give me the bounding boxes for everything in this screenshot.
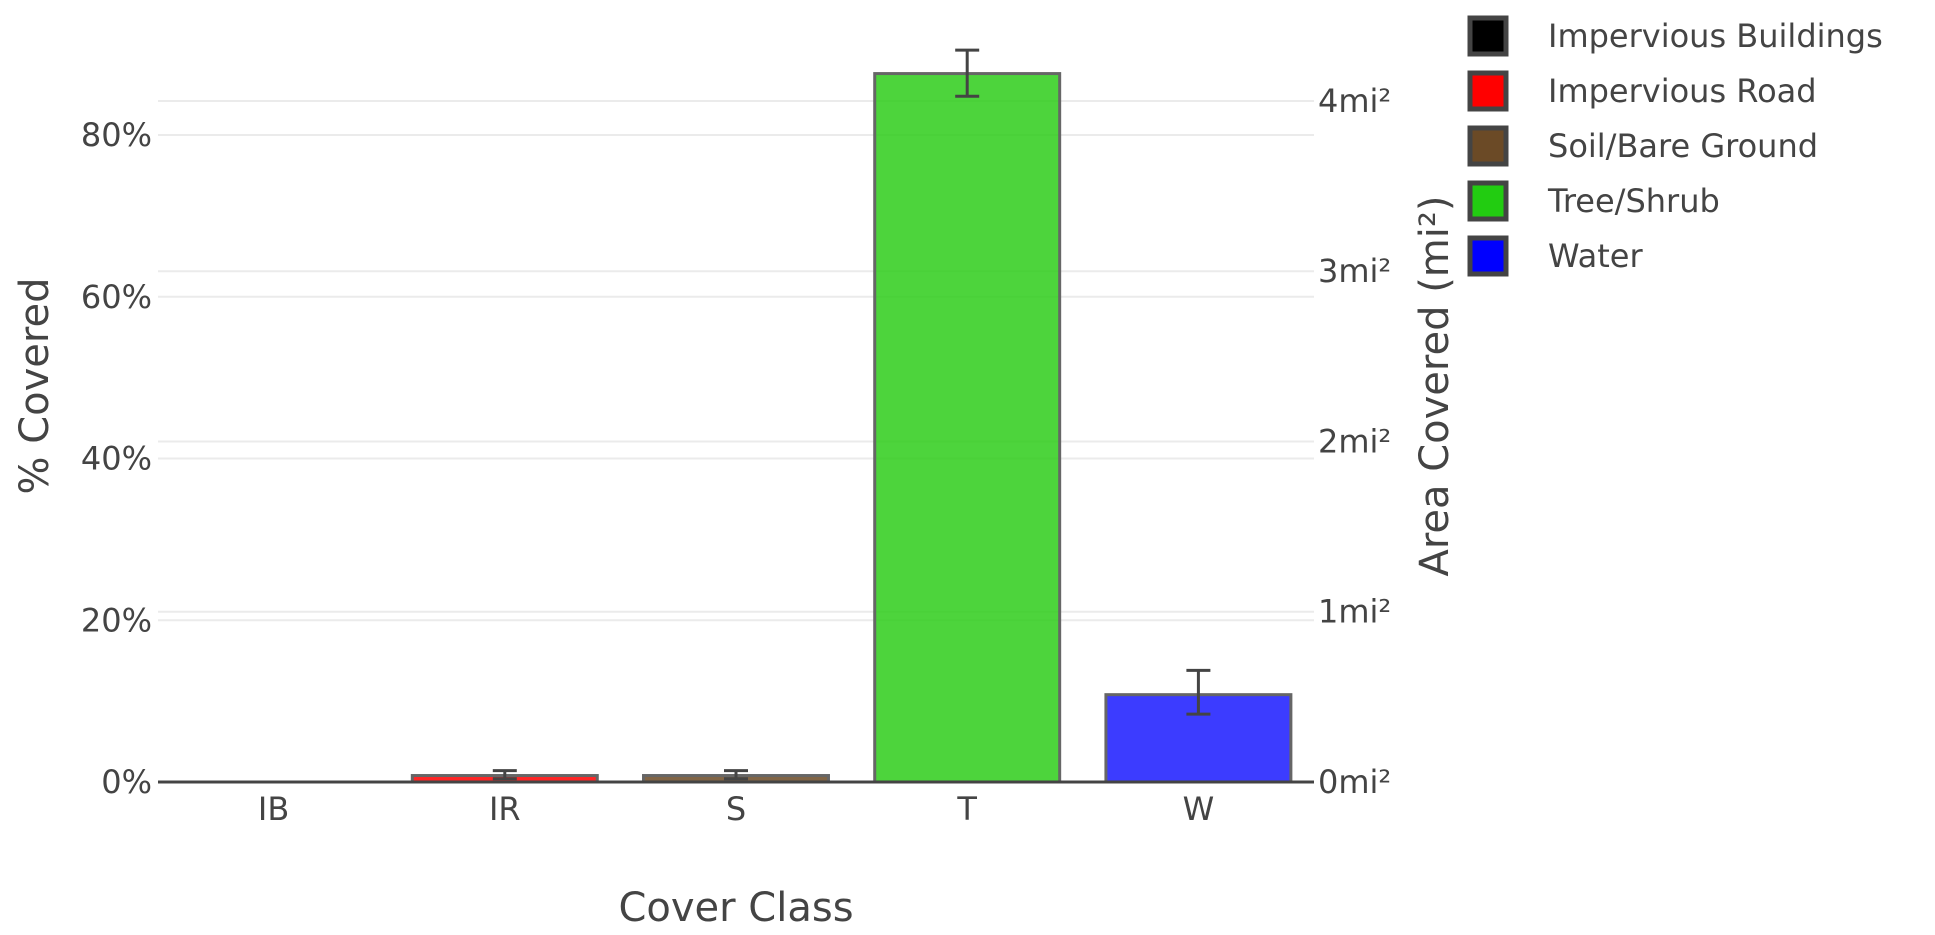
- legend-swatch: [1467, 180, 1509, 222]
- legend: Impervious Buildings Impervious Road Soil/…: [1467, 15, 1883, 277]
- y-right-tick-label: 4mi²: [1318, 82, 1391, 120]
- y-axis-left-title: % Covered: [12, 278, 58, 495]
- y-left-tick-label: 20%: [81, 601, 152, 639]
- legend-swatch: [1467, 235, 1509, 277]
- x-tick-label: W: [1183, 790, 1215, 828]
- y-right-tick-label: 0mi²: [1318, 763, 1391, 801]
- y-left-tick-label: 80%: [81, 116, 152, 154]
- x-tick-label: IR: [489, 790, 521, 828]
- x-axis-ticks: IB IR S T W: [258, 790, 1214, 828]
- legend-label: Water: [1548, 237, 1643, 275]
- legend-swatch: [1467, 15, 1509, 57]
- x-tick-label: S: [726, 790, 746, 828]
- y-right-tick-label: 2mi²: [1318, 422, 1391, 460]
- x-tick-label: IB: [258, 790, 289, 828]
- error-bars: [492, 48, 1211, 781]
- legend-label: Impervious Buildings: [1548, 17, 1883, 55]
- legend-label: Impervious Road: [1548, 72, 1817, 110]
- right-gridlines: [158, 99, 1314, 613]
- y-left-tick-label: 60%: [81, 278, 152, 316]
- y-axis-right-ticks: 0mi² 1mi² 2mi² 3mi² 4mi²: [1318, 82, 1391, 801]
- bar-t: [873, 72, 1062, 784]
- legend-label: Soil/Bare Ground: [1548, 127, 1818, 165]
- x-tick-label: T: [956, 790, 977, 828]
- x-axis-title: Cover Class: [618, 885, 853, 931]
- y-left-tick-label: 0%: [101, 763, 152, 801]
- legend-label: Tree/Shrub: [1547, 182, 1720, 220]
- left-gridlines: [158, 134, 1314, 622]
- legend-swatch: [1467, 125, 1509, 167]
- legend-swatch: [1467, 70, 1509, 112]
- bars: [410, 72, 1293, 784]
- y-axis-left-ticks: 0% 20% 40% 60% 80%: [81, 116, 152, 801]
- y-left-tick-label: 40%: [81, 440, 152, 478]
- y-right-tick-label: 1mi²: [1318, 593, 1391, 631]
- y-right-tick-label: 3mi²: [1318, 252, 1391, 290]
- y-axis-right-title: Area Covered (mi²): [1412, 195, 1458, 576]
